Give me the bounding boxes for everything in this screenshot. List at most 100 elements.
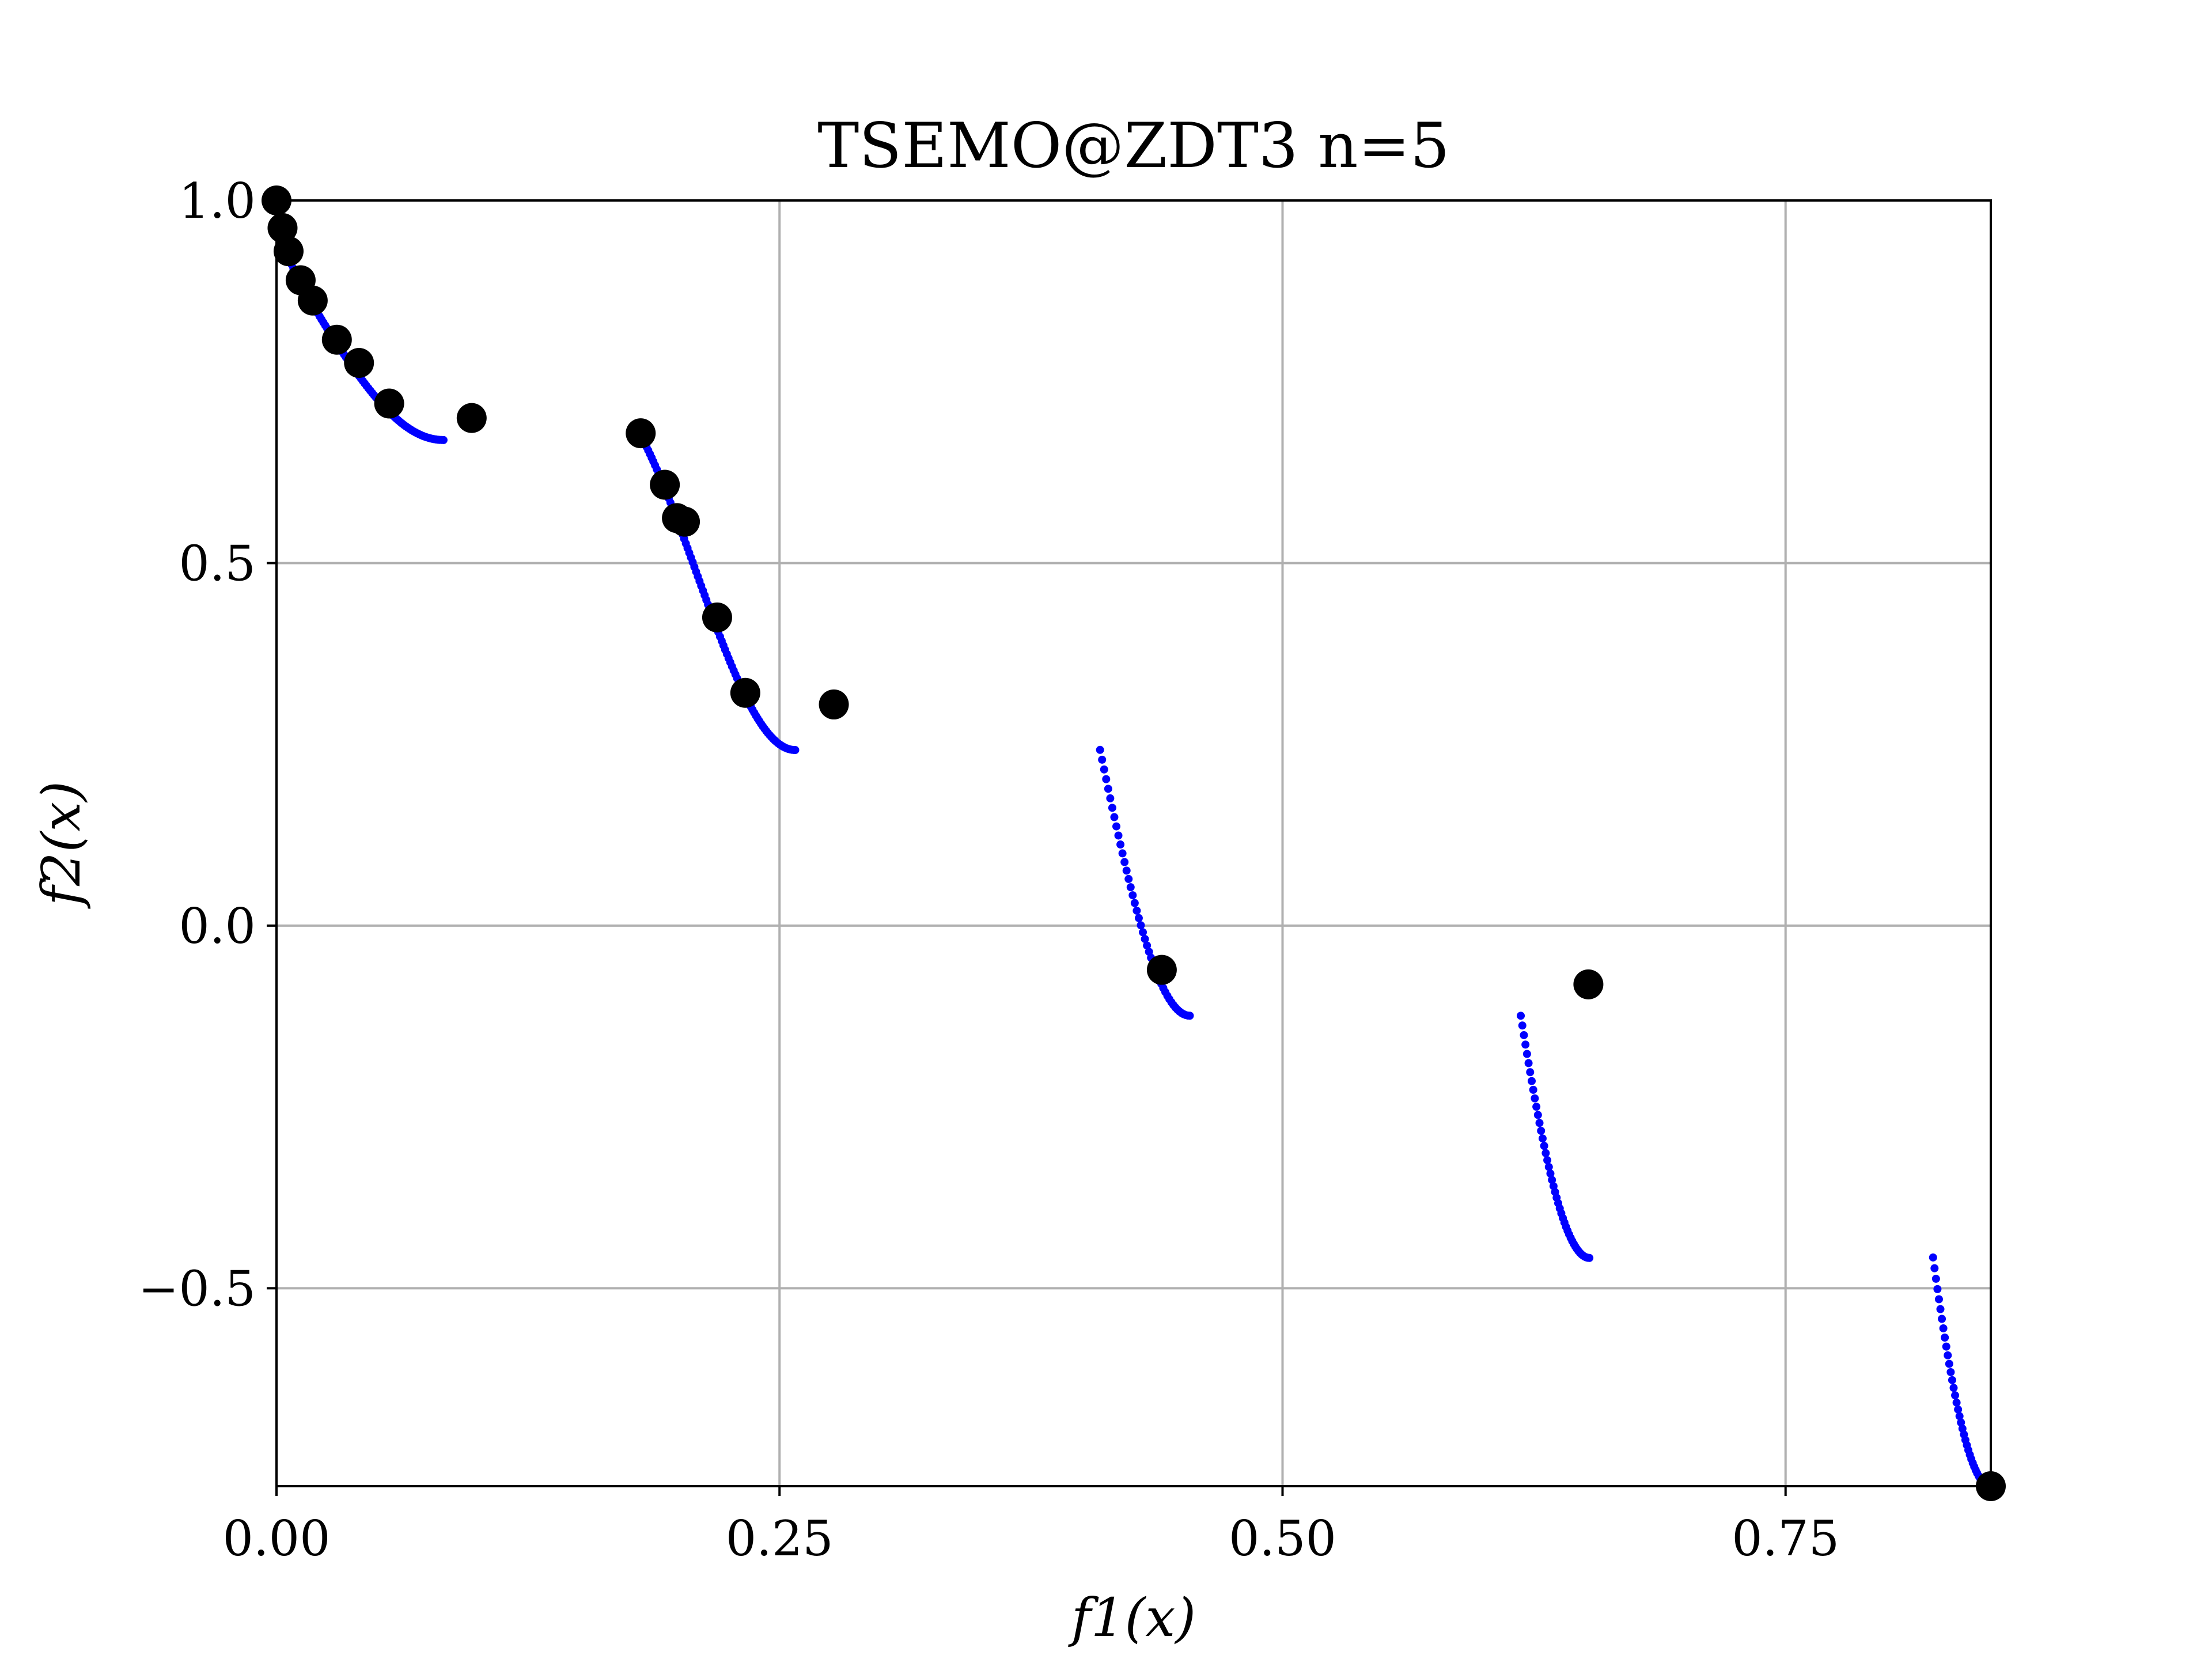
grid-lines — [275, 199, 1991, 1486]
pareto-front-point — [1942, 1342, 1950, 1351]
pareto-front-point — [1929, 1253, 1937, 1262]
pareto-front-point — [1946, 1368, 1955, 1376]
pareto-front-point — [1938, 1315, 1946, 1323]
pareto-front-point — [1546, 1169, 1555, 1178]
solution-point — [702, 602, 732, 632]
pareto-front-point — [1132, 906, 1141, 915]
pareto-front-point — [1108, 804, 1116, 812]
pareto-front-point — [1134, 914, 1143, 922]
solution-point — [456, 403, 487, 433]
pareto-front-point — [1112, 822, 1120, 831]
solution-point — [819, 689, 849, 719]
pareto-front-point — [1114, 831, 1123, 840]
pareto-front-point — [1540, 1142, 1548, 1150]
pareto-front-point — [1110, 813, 1119, 821]
pareto-front-point — [1537, 1127, 1546, 1135]
y-tick-label: 0.5 — [179, 535, 256, 592]
pareto-front-point — [1931, 1274, 1940, 1283]
pareto-front-point — [791, 746, 800, 755]
pareto-front-point — [1185, 1012, 1194, 1020]
plot-area-frame — [275, 199, 1992, 1487]
pareto-front-point — [1527, 1077, 1536, 1085]
pareto-front-point — [1535, 1119, 1544, 1127]
chart-title: TSEMO@ZDT3 n=5 — [817, 110, 1449, 182]
pareto-front-point — [1548, 1176, 1556, 1184]
x-tick-label: 0.50 — [1229, 1510, 1336, 1567]
pareto-front-point — [1936, 1305, 1945, 1313]
pareto-front-point — [1143, 941, 1152, 950]
pareto-front-point — [1518, 1021, 1527, 1030]
solution-points-series — [262, 185, 2006, 1501]
pareto-front-point — [1538, 1134, 1547, 1143]
pareto-front-point — [1124, 874, 1133, 883]
pareto-front-point — [1954, 1405, 1963, 1414]
pareto-front-point — [1955, 1412, 1964, 1421]
pareto-front-point — [1949, 1384, 1958, 1392]
solution-point — [267, 213, 298, 243]
x-tick-label: 0.25 — [726, 1510, 834, 1567]
solution-point — [626, 418, 656, 449]
pareto-front-point — [1531, 1094, 1539, 1103]
pareto-front-point — [1106, 794, 1115, 802]
pareto-front-point — [1139, 928, 1147, 937]
solution-point — [1573, 969, 1604, 999]
pareto-front-point — [1543, 1156, 1552, 1165]
pareto-front-point — [1096, 745, 1104, 754]
pareto-front-point — [1520, 1031, 1528, 1039]
pareto-front-point — [1521, 1040, 1530, 1049]
pareto-front-point — [1585, 1253, 1594, 1262]
pareto-front-point — [1098, 755, 1107, 764]
pareto-front-point — [1122, 866, 1131, 875]
solution-point — [273, 236, 304, 267]
solution-point — [344, 347, 374, 378]
solution-point — [1146, 955, 1177, 985]
pareto-front-point — [1945, 1359, 1953, 1368]
pareto-front-point — [1948, 1376, 1956, 1384]
pareto-front-point — [1104, 785, 1112, 793]
pareto-front-point — [1941, 1333, 1949, 1342]
pareto-front-point — [1118, 849, 1127, 858]
x-tick-label: 0.75 — [1732, 1510, 1839, 1567]
pareto-front-point — [1116, 840, 1125, 849]
pareto-front-point — [1533, 1111, 1542, 1119]
pareto-front-point — [1522, 1050, 1531, 1058]
pareto-front-point — [1939, 1324, 1948, 1332]
pareto-front-point — [1957, 1418, 1965, 1427]
axis-ticks: 0.00 0.25 0.50 0.75 −0.5 0.0 0.5 1.0 — [138, 173, 1839, 1567]
solution-point — [670, 506, 700, 537]
pareto-front-point — [1100, 765, 1108, 774]
pareto-front-point — [1141, 935, 1149, 944]
y-tick-label: 0.0 — [179, 898, 256, 955]
pareto-front-point — [1130, 899, 1139, 907]
pareto-front-point — [1541, 1149, 1550, 1157]
pareto-front-point — [1952, 1398, 1961, 1407]
pareto-front-point — [1529, 1085, 1537, 1094]
y-tick-label: −0.5 — [138, 1260, 256, 1317]
solution-point — [650, 469, 680, 500]
pareto-front-point — [1951, 1391, 1960, 1400]
y-tick-label: 1.0 — [179, 173, 256, 229]
pareto-front-point — [1137, 921, 1145, 930]
pareto-front-point — [1532, 1103, 1541, 1111]
pareto-front-point — [1544, 1162, 1553, 1171]
pareto-front-point — [1128, 891, 1137, 900]
solution-point — [321, 324, 352, 355]
pareto-front-point — [1126, 883, 1135, 892]
pareto-front-point — [1930, 1264, 1939, 1272]
pareto-front-point — [1933, 1285, 1942, 1293]
pareto-front-point — [1944, 1351, 1952, 1359]
solution-point — [374, 388, 404, 419]
pareto-front-point — [1526, 1068, 1535, 1077]
solution-point — [730, 677, 760, 708]
solution-point — [297, 285, 328, 316]
pareto-front-point — [1120, 858, 1129, 866]
pareto-front-point — [1524, 1059, 1533, 1067]
x-axis-label: f1(x) — [1068, 1587, 1196, 1649]
pareto-front-point — [1934, 1295, 1943, 1304]
pareto-front-point — [1102, 775, 1111, 783]
pareto-front-point — [1517, 1012, 1525, 1020]
y-axis-label: f2(x) — [31, 781, 92, 909]
pareto-front-point — [439, 435, 448, 444]
